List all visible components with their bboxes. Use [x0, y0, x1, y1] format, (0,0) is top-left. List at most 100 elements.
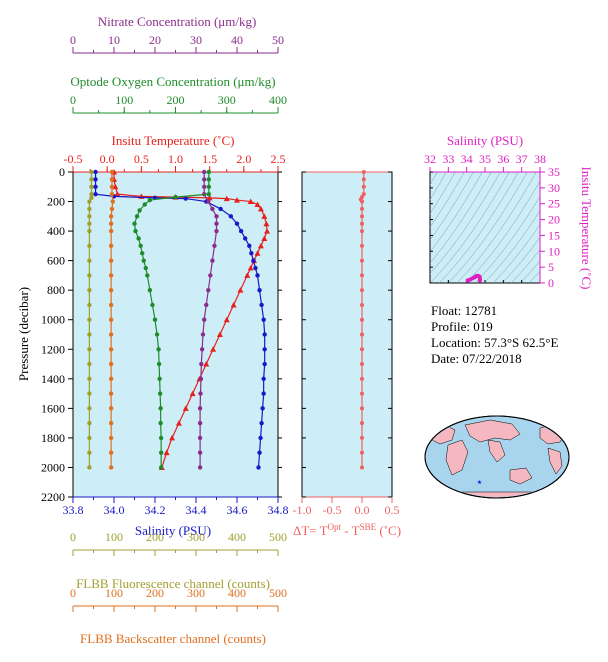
- salinity-point: [262, 347, 267, 352]
- salinity-point: [261, 317, 266, 322]
- temperature-tick-label: 2.5: [271, 152, 286, 166]
- world-map: [424, 415, 570, 499]
- oxygen-point: [150, 302, 155, 308]
- oxygen-point: [133, 228, 138, 234]
- salinity-tick-label: 33.8: [63, 503, 84, 517]
- nitrate-point: [202, 184, 207, 189]
- backscatter-tick-label: 500: [269, 586, 287, 600]
- nitrate-point: [210, 206, 215, 212]
- delta-t-point: [360, 450, 364, 455]
- backscatter-tick-label: 300: [187, 586, 205, 600]
- fluorescence-point: [87, 406, 92, 411]
- oxygen-profile-line: [133, 172, 210, 468]
- backscatter-point: [108, 273, 114, 278]
- pressure-tick-label: 600: [47, 254, 65, 268]
- temperature-point: [254, 250, 261, 256]
- delta-t-label-end: (˚C): [376, 523, 401, 538]
- temperature-point: [247, 198, 254, 205]
- fluorescence-point: [87, 347, 92, 352]
- nitrate-point: [212, 243, 217, 249]
- temperature-point: [230, 301, 237, 308]
- fluorescence-point: [87, 228, 92, 234]
- delta-t-point: [360, 391, 364, 396]
- backscatter-point: [108, 391, 114, 396]
- salinity-point: [261, 391, 266, 396]
- delta-t-point: [360, 214, 364, 219]
- temperature-point: [234, 197, 240, 203]
- fluorescence-point: [87, 214, 92, 219]
- oxygen-point: [158, 465, 164, 470]
- fluorescence-tick-label: 0: [70, 530, 76, 544]
- ts-density-contour: [474, 195, 540, 283]
- salinity-point: [258, 435, 263, 441]
- fluorescence-point: [87, 243, 92, 249]
- nitrate-point: [197, 435, 203, 441]
- salinity-point: [256, 465, 261, 470]
- oxygen-point: [206, 191, 212, 197]
- oxygen-point: [156, 361, 162, 367]
- float-id: Float: 12781: [431, 303, 498, 318]
- nitrate-tick-label: 0: [70, 33, 76, 47]
- oxygen-point: [173, 194, 178, 200]
- nitrate-point: [202, 169, 207, 175]
- salinity-point: [259, 420, 264, 426]
- delta-t-label-sup-sbe: SBE: [360, 522, 377, 532]
- temperature-tick-label: 1.0: [168, 152, 183, 166]
- temperature-point: [237, 287, 244, 293]
- delta-t-point: [360, 206, 364, 211]
- temperature-point: [182, 405, 189, 411]
- salinity-point: [93, 177, 98, 182]
- oxygen-tick-label: 200: [167, 93, 185, 107]
- oxygen-point: [156, 347, 161, 352]
- salinity-point: [93, 184, 98, 189]
- delta-t-label-main: ΔT= T: [293, 523, 328, 538]
- ts-temperature-tick-label: 35: [548, 165, 560, 179]
- fluorescence-point: [87, 420, 92, 426]
- salinity-point: [238, 228, 244, 234]
- temperature-point: [223, 195, 230, 202]
- temperature-point: [206, 194, 213, 201]
- nitrate-point: [202, 177, 207, 182]
- oxygen-point: [152, 317, 158, 322]
- delta-t-point: [360, 288, 364, 293]
- temperature-tick-label: 0.0: [100, 152, 115, 166]
- salinity-point: [259, 302, 264, 308]
- fluorescence-point: [87, 317, 92, 322]
- ts-salinity-tick-label: 36: [497, 152, 509, 166]
- salinity-tick-label: 34.6: [227, 503, 248, 517]
- backscatter-axis-label: FLBB Backscatter channel (counts): [80, 631, 266, 646]
- backscatter-point: [108, 221, 114, 226]
- delta-t-point: [361, 192, 366, 197]
- main-plot-area: [72, 171, 279, 498]
- salinity-tick-label: 34.0: [104, 503, 125, 517]
- oxygen-point: [158, 450, 164, 455]
- temperature-point: [223, 316, 230, 323]
- ts-density-contour: [438, 172, 519, 283]
- nitrate-tick-label: 30: [190, 33, 202, 47]
- salinity-point: [93, 191, 98, 197]
- temperature-point: [261, 213, 268, 219]
- float-location: Location: 57.3°S 62.5°E: [431, 335, 559, 350]
- delta-t-point: [360, 243, 364, 248]
- ts-density-contour: [483, 210, 540, 283]
- salinity-point: [247, 243, 252, 249]
- salinity-point: [262, 361, 267, 367]
- fluorescence-point: [87, 465, 92, 470]
- temperature-point: [189, 390, 196, 397]
- world-map-border: [424, 415, 570, 499]
- ts-temperature-axis-label: Insitu Temperature (˚C): [579, 166, 594, 289]
- ts-temperature-tick-label: 30: [548, 181, 560, 195]
- oxygen-point: [141, 258, 146, 263]
- oxygen-point: [143, 265, 148, 271]
- nitrate-tick-label: 20: [149, 33, 161, 47]
- ts-temperature-tick-label: 25: [548, 197, 560, 211]
- oxygen-point: [138, 243, 143, 249]
- ts-density-contour: [519, 260, 540, 283]
- temperature-point: [175, 420, 182, 426]
- temperature-point: [254, 201, 261, 207]
- delta-t-point: [360, 302, 364, 307]
- fluorescence-point: [87, 287, 92, 293]
- delta-t-point: [360, 229, 364, 234]
- nitrate-point: [202, 317, 207, 322]
